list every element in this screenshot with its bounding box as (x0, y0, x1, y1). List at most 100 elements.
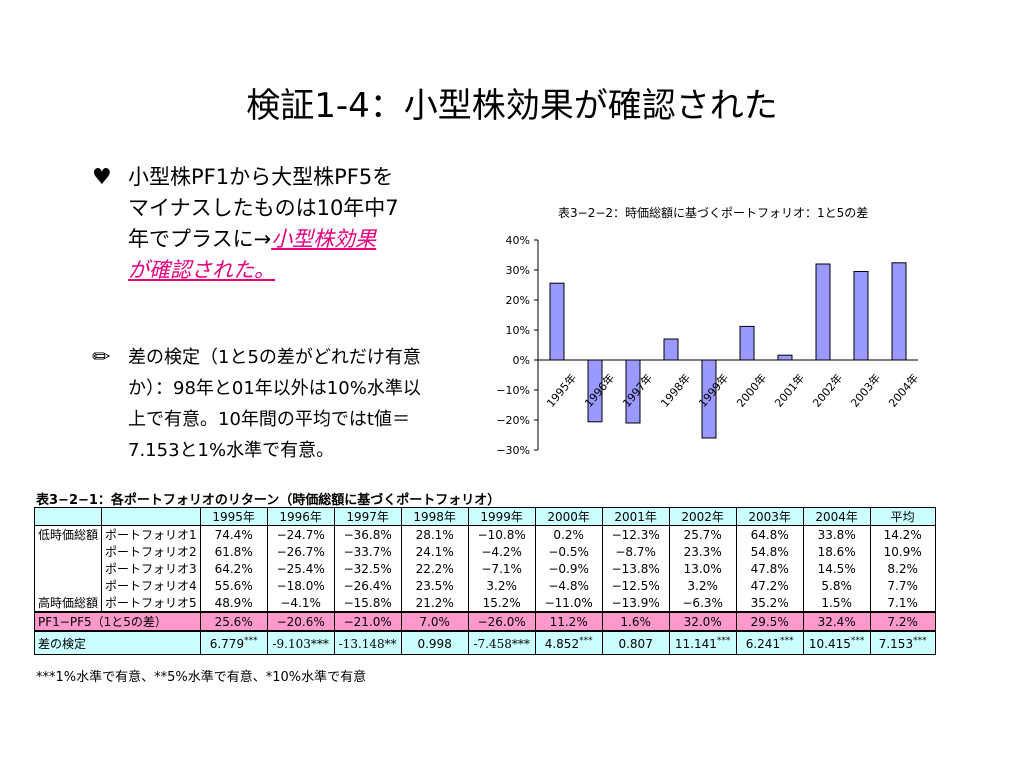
test-cell: -9.103*** (266, 630, 335, 655)
header-year: 1996年 (266, 507, 335, 526)
table-cell: −7.1% (467, 560, 536, 577)
table-cell-average: 14.2% (869, 525, 936, 543)
y-tick-label: 40% (506, 234, 530, 247)
table-cell: −15.8% (333, 594, 402, 613)
table-cell: −24.7% (266, 525, 335, 543)
row-name: ポートフォリオ5 (101, 594, 201, 613)
diff-cell: 7.0% (400, 611, 469, 632)
table-cell: −32.5% (333, 560, 402, 577)
table-cell: 64.2% (199, 560, 268, 577)
diff-cell: 32.0% (668, 611, 737, 632)
row-group: 低時価総額 (33, 525, 103, 543)
header-year: 2001年 (601, 507, 670, 526)
header-empty (33, 507, 103, 526)
x-tick-label: 2000年 (734, 371, 770, 410)
table-cell: 64.8% (735, 525, 804, 543)
header-year: 1999年 (467, 507, 536, 526)
y-tick-label: −20% (496, 414, 530, 427)
header-year: 1995年 (199, 507, 268, 526)
test-value: -9.103*** (272, 636, 329, 651)
test-cell: 6.779*** (199, 630, 268, 655)
table-cell-average: 7.7% (869, 577, 936, 594)
bar (777, 354, 793, 361)
table-row: ポートフォリオ4 55.6% −18.0% −26.4% 23.5% 3.2% −4.8% −… (33, 577, 936, 594)
table-cell: 14.5% (802, 560, 871, 577)
table-cell: 47.2% (735, 577, 804, 594)
pencil-icon: ✏ (92, 345, 111, 370)
bar (701, 359, 717, 439)
row-name: ポートフォリオ2 (101, 543, 201, 560)
table-cell: −13.8% (601, 560, 670, 577)
returns-table: 1995年 1996年 1997年 1998年 1999年 2000年 2001年 2002年… (33, 507, 936, 655)
table-row: 高時価総額 ポートフォリオ5 48.9% −4.1% −15.8% 21.2% 15.2% −… (33, 594, 936, 613)
table-cell: −25.4% (266, 560, 335, 577)
table-cell: 54.8% (735, 543, 804, 560)
table-cell: −10.8% (467, 525, 536, 543)
row-group (33, 543, 103, 560)
diff-cell: 11.2% (534, 611, 603, 632)
row-name: ポートフォリオ1 (101, 525, 201, 543)
x-tick-label: 2001年 (772, 371, 808, 410)
table-cell: 55.6% (199, 577, 268, 594)
row-name: ポートフォリオ3 (101, 560, 201, 577)
diff-label: PF1−PF5（1と5の差） (34, 611, 201, 632)
bar (549, 282, 565, 361)
table-cell: 22.2% (400, 560, 469, 577)
significance-mark: *** (913, 635, 927, 646)
test-value: 0.807 (618, 636, 653, 651)
table-cell: 21.2% (400, 594, 469, 613)
table-cell: −0.9% (534, 560, 603, 577)
significance-mark: *** (850, 635, 865, 646)
diff-cell: 1.6% (601, 611, 670, 632)
table-row: ポートフォリオ3 64.2% −25.4% −32.5% 22.2% −7.1% −0.9%… (33, 560, 936, 577)
row-group (33, 560, 103, 577)
test-cell: 4.852*** (534, 630, 603, 655)
diff-cell: −21.0% (333, 611, 402, 632)
table-cell: −13.9% (601, 594, 670, 613)
table-cell: 25.7% (668, 525, 737, 543)
table-cell: −0.5% (534, 543, 603, 560)
bar (853, 271, 869, 361)
bar (815, 263, 831, 361)
header-empty (101, 507, 201, 526)
table-cell: 3.2% (467, 577, 536, 594)
table-cell: 47.8% (735, 560, 804, 577)
highlight-text: 小型株効果 (271, 227, 377, 251)
bullet-2-line: 7.153と1%水準で有意。 (128, 440, 335, 461)
table-cell: 33.8% (802, 525, 871, 543)
diff-row: PF1−PF5（1と5の差） 25.6% −20.6% −21.0% 7.0% −26.0… (34, 611, 936, 632)
bullet-1-line: 小型株PF1から大型株PF5を (128, 165, 394, 189)
test-average: 7.153*** (869, 630, 936, 655)
table-cell-average: 8.2% (869, 560, 936, 577)
diff-cell: −20.6% (266, 611, 335, 632)
y-tick-label: 30% (506, 264, 530, 277)
table-row: ポートフォリオ2 61.8% −26.7% −33.7% 24.1% −4.2% −0.5%… (33, 543, 936, 560)
row-group (33, 577, 103, 594)
test-cell: -13.148** (333, 630, 402, 655)
x-tick-label: 2003年 (848, 371, 884, 410)
diff-cell: 29.5% (735, 611, 804, 632)
y-tick-label: −10% (496, 384, 530, 397)
table-cell: 15.2% (467, 594, 536, 613)
test-value: 6.241 (745, 636, 781, 651)
test-cell: 10.415*** (802, 630, 871, 655)
table-cell-average: 10.9% (869, 543, 936, 560)
test-value: 6.779 (209, 636, 245, 651)
table-cell: −12.5% (601, 577, 670, 594)
slide-title: 検証1-4：小型株効果が確認された (246, 86, 778, 126)
table-cell: 35.2% (735, 594, 804, 613)
table-cell: 28.1% (400, 525, 469, 543)
chart-title: 表3−2−2：時価総額に基づくポートフォリオ：1と5の差 (558, 206, 869, 220)
x-tick-label: 1998年 (658, 371, 694, 410)
test-value: -7.458*** (473, 636, 530, 651)
table-cell: 5.8% (802, 577, 871, 594)
table-cell: 1.5% (802, 594, 871, 613)
table-cell: 61.8% (199, 543, 268, 560)
test-value: -13.148** (338, 636, 397, 651)
table-cell: −36.8% (333, 525, 402, 543)
table-row: 低時価総額 ポートフォリオ1 74.4% −24.7% −36.8% 28.1% −10.8… (33, 525, 936, 543)
row-group: 高時価総額 (33, 594, 103, 613)
y-tick-label: 20% (506, 294, 530, 307)
x-tick-label: 1995年 (544, 371, 580, 410)
test-label: 差の検定 (34, 630, 201, 655)
